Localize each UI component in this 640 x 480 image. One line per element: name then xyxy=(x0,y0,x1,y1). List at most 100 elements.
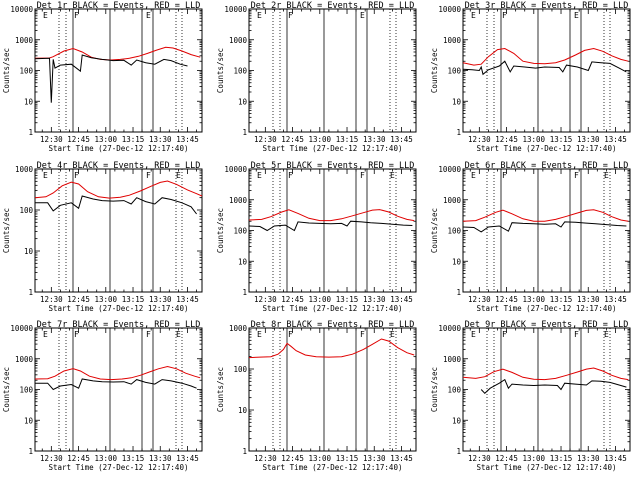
x-tick-label: 13:45 xyxy=(604,295,627,304)
interval-marker: E xyxy=(43,330,48,339)
y-tick-label: 10 xyxy=(24,97,34,106)
events-series-line xyxy=(462,60,627,76)
y-tick-label: 1 xyxy=(242,447,247,456)
x-tick-label: 13:45 xyxy=(604,454,627,463)
x-tick-label: 13:45 xyxy=(176,454,199,463)
x-tick-label: 12:30 xyxy=(40,135,63,144)
y-tick-label: 1 xyxy=(28,128,33,137)
y-tick-label: 10 xyxy=(452,97,462,106)
chart-title: Det 1r BLACK = Events, RED = LLD xyxy=(37,1,201,11)
y-tick-label: 1000 xyxy=(15,165,34,174)
x-tick-label: 12:30 xyxy=(40,454,63,463)
y-tick-label: 10000 xyxy=(224,165,247,174)
interval-marker: E xyxy=(471,330,476,339)
x-tick-label: 12:45 xyxy=(281,454,304,463)
x-tick-label: 12:30 xyxy=(468,135,491,144)
y-axis-label: Counts/sec xyxy=(430,208,439,253)
y-axis-label: Counts/sec xyxy=(430,367,439,412)
interval-marker: F xyxy=(502,11,507,20)
y-tick-label: 1000 xyxy=(229,196,248,205)
x-tick-label: 13:00 xyxy=(309,454,332,463)
x-tick-label: 13:45 xyxy=(390,135,413,144)
x-tick-label: 12:30 xyxy=(254,135,277,144)
interval-marker: E xyxy=(471,11,476,20)
interval-marker: E xyxy=(257,11,262,20)
interval-marker: F xyxy=(74,171,79,180)
y-tick-label: 100 xyxy=(447,227,461,236)
interval-marker: F xyxy=(360,330,365,339)
plot-frame xyxy=(34,8,203,133)
x-axis-label: Start Time (27-Dec-12 12:17:40) xyxy=(477,463,617,472)
x-tick-label: 13:30 xyxy=(577,135,600,144)
events-series-line xyxy=(34,54,188,103)
interval-marker: E xyxy=(471,171,476,180)
lld-series-line xyxy=(462,367,629,381)
y-tick-label: 1000 xyxy=(443,196,462,205)
interval-marker: F xyxy=(74,11,79,20)
plot-frame xyxy=(248,327,417,452)
x-tick-label: 13:30 xyxy=(363,135,386,144)
x-tick-label: 12:45 xyxy=(281,295,304,304)
lld-series-line xyxy=(34,365,201,381)
plot-frame xyxy=(248,168,417,293)
y-tick-label: 1000 xyxy=(229,324,248,333)
chart-title: Det 5r BLACK = Events, RED = LLD xyxy=(251,161,415,171)
x-tick-label: 12:45 xyxy=(67,454,90,463)
x-tick-label: 12:45 xyxy=(495,295,518,304)
y-tick-label: 100 xyxy=(233,227,247,236)
x-tick-label: 13:15 xyxy=(122,135,145,144)
interval-marker: F xyxy=(288,11,293,20)
interval-marker: F xyxy=(502,171,507,180)
interval-marker: F xyxy=(146,330,151,339)
y-tick-label: 10000 xyxy=(438,324,461,333)
events-series-line xyxy=(480,378,627,395)
x-tick-label: 13:15 xyxy=(336,135,359,144)
y-tick-label: 10 xyxy=(452,416,462,425)
x-tick-label: 13:15 xyxy=(550,135,573,144)
interval-marker: E xyxy=(176,330,181,339)
x-tick-label: 13:15 xyxy=(336,295,359,304)
x-tick-label: 13:00 xyxy=(95,295,118,304)
y-axis-label: Counts/sec xyxy=(2,208,11,253)
y-tick-label: 1 xyxy=(28,288,33,297)
lld-series-line xyxy=(34,46,201,61)
y-tick-label: 10000 xyxy=(224,5,247,14)
x-tick-label: 13:45 xyxy=(390,454,413,463)
chart-title: Det 8r BLACK = Events, RED = LLD xyxy=(251,320,415,330)
x-tick-label: 12:30 xyxy=(468,295,491,304)
y-tick-label: 100 xyxy=(19,206,33,215)
interval-marker: E xyxy=(390,171,395,180)
interval-marker: E xyxy=(604,171,609,180)
interval-marker: F xyxy=(360,171,365,180)
lld-series-line xyxy=(34,180,203,199)
x-tick-label: 13:30 xyxy=(149,295,172,304)
x-tick-label: 13:45 xyxy=(604,135,627,144)
x-tick-label: 12:45 xyxy=(281,135,304,144)
y-tick-label: 1000 xyxy=(443,355,462,364)
events-series-line xyxy=(248,220,413,232)
x-tick-label: 12:30 xyxy=(40,295,63,304)
y-tick-label: 100 xyxy=(447,386,461,395)
interval-marker: F xyxy=(288,330,293,339)
y-tick-label: 10 xyxy=(238,406,248,415)
chart-panel-1: Det 1r BLACK = Events, RED = LLD 1 10 100 10… xyxy=(2,1,203,153)
interval-marker: E xyxy=(146,11,151,20)
chart-title: Det 2r BLACK = Events, RED = LLD xyxy=(251,1,415,11)
interval-marker: F xyxy=(574,171,579,180)
x-tick-label: 13:00 xyxy=(95,135,118,144)
events-series-line xyxy=(35,378,197,391)
y-tick-label: 1 xyxy=(456,447,461,456)
lld-series-line xyxy=(462,209,629,222)
y-tick-label: 10000 xyxy=(10,324,33,333)
x-tick-label: 13:15 xyxy=(122,295,145,304)
x-tick-label: 13:30 xyxy=(149,135,172,144)
interval-marker: E xyxy=(257,330,262,339)
y-tick-label: 10 xyxy=(24,247,34,256)
chart-title: Det 7r BLACK = Events, RED = LLD xyxy=(37,320,201,330)
x-tick-label: 13:00 xyxy=(523,454,546,463)
x-tick-label: 12:45 xyxy=(67,135,90,144)
lld-series-line xyxy=(462,47,629,66)
chart-panel-3: Det 3r BLACK = Events, RED = LLD 1 10 100 10… xyxy=(430,1,631,153)
y-tick-label: 10000 xyxy=(438,165,461,174)
